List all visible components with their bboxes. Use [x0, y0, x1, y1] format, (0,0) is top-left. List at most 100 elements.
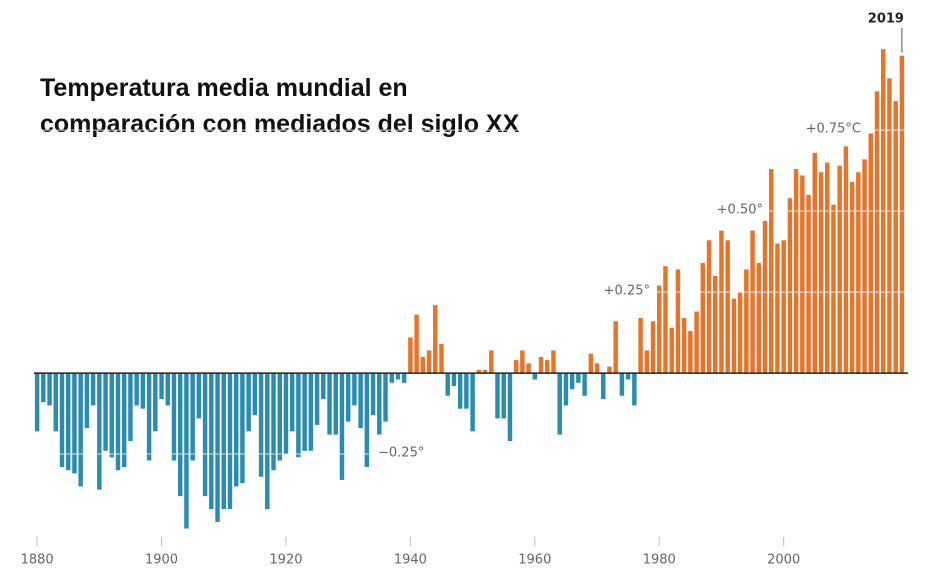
chart-title: Temperatura media mundial en comparación…	[40, 70, 519, 142]
bar	[806, 194, 811, 374]
bar	[793, 169, 799, 374]
bar	[849, 181, 855, 374]
bar	[601, 373, 606, 399]
annotation: 2019	[868, 12, 904, 27]
bar	[202, 373, 208, 497]
bar	[787, 198, 793, 374]
bar	[899, 55, 905, 374]
bar	[669, 327, 674, 374]
bar	[165, 373, 171, 406]
bar	[177, 373, 183, 497]
y-tick-label: −0.25°	[378, 446, 424, 461]
bar	[65, 373, 71, 471]
bar	[700, 262, 706, 374]
bar	[308, 373, 314, 451]
x-tick-label: 2000	[767, 553, 800, 568]
x-tick-label: 1980	[643, 553, 676, 568]
bar	[818, 172, 824, 374]
bar	[109, 373, 115, 458]
bar	[613, 321, 618, 374]
title-line: comparación con mediados del siglo XX	[40, 110, 520, 138]
bar	[339, 373, 345, 480]
bar	[781, 240, 786, 374]
bar	[277, 373, 282, 461]
y-tick-label: +0.75°C	[806, 122, 861, 137]
bar	[731, 298, 737, 374]
bar	[532, 373, 538, 380]
bar	[352, 373, 357, 406]
bar	[464, 373, 469, 409]
bar	[644, 350, 650, 374]
bar	[153, 373, 158, 432]
bar	[184, 373, 189, 529]
bar	[159, 373, 164, 399]
bar	[47, 373, 52, 406]
bar	[607, 366, 612, 374]
bar	[414, 314, 419, 374]
bar	[495, 373, 500, 419]
bar	[115, 373, 121, 471]
bar	[53, 373, 59, 432]
bar	[489, 350, 494, 374]
x-tick-label: 1940	[394, 553, 427, 568]
bar	[302, 373, 307, 451]
bar	[706, 240, 712, 374]
bar	[843, 146, 849, 374]
bar	[856, 172, 861, 374]
bar	[233, 373, 239, 487]
bar	[265, 373, 270, 510]
bar	[445, 373, 450, 396]
x-tick-label: 1920	[269, 553, 302, 568]
x-tick-label: 1880	[21, 553, 54, 568]
bar	[650, 321, 656, 374]
bar	[72, 373, 77, 474]
bar	[227, 373, 233, 510]
bar	[439, 343, 444, 374]
bar	[893, 101, 898, 374]
bar	[737, 292, 743, 374]
bar	[103, 373, 108, 451]
bar	[812, 152, 818, 374]
bar	[97, 373, 102, 490]
bar	[345, 373, 351, 422]
bar	[470, 373, 475, 432]
bar	[134, 373, 139, 406]
bar	[389, 373, 394, 383]
bar	[296, 373, 301, 458]
bar	[327, 373, 332, 435]
bar	[663, 266, 668, 374]
bar	[451, 373, 457, 387]
bar	[283, 373, 289, 455]
bar	[868, 133, 874, 374]
bar	[457, 373, 463, 409]
bar	[874, 91, 880, 374]
bar	[78, 373, 83, 487]
bar	[563, 373, 569, 406]
bar	[576, 373, 581, 383]
bar	[408, 337, 413, 374]
bar	[657, 285, 662, 374]
bar	[358, 373, 363, 429]
bar	[768, 169, 774, 374]
bar	[688, 330, 693, 374]
bar	[128, 373, 133, 442]
bar	[719, 230, 724, 374]
bar	[41, 373, 46, 403]
bar	[632, 373, 637, 406]
bar	[862, 159, 867, 374]
bar	[258, 373, 264, 477]
bar	[569, 373, 575, 390]
bar	[619, 373, 625, 396]
bar	[775, 243, 780, 374]
bar	[146, 373, 152, 461]
bar	[377, 373, 382, 435]
bar	[594, 363, 600, 374]
bar	[837, 165, 842, 374]
bar	[271, 373, 276, 471]
bar	[171, 373, 177, 461]
bar	[59, 373, 65, 467]
bar	[520, 350, 525, 374]
bar	[121, 373, 127, 467]
